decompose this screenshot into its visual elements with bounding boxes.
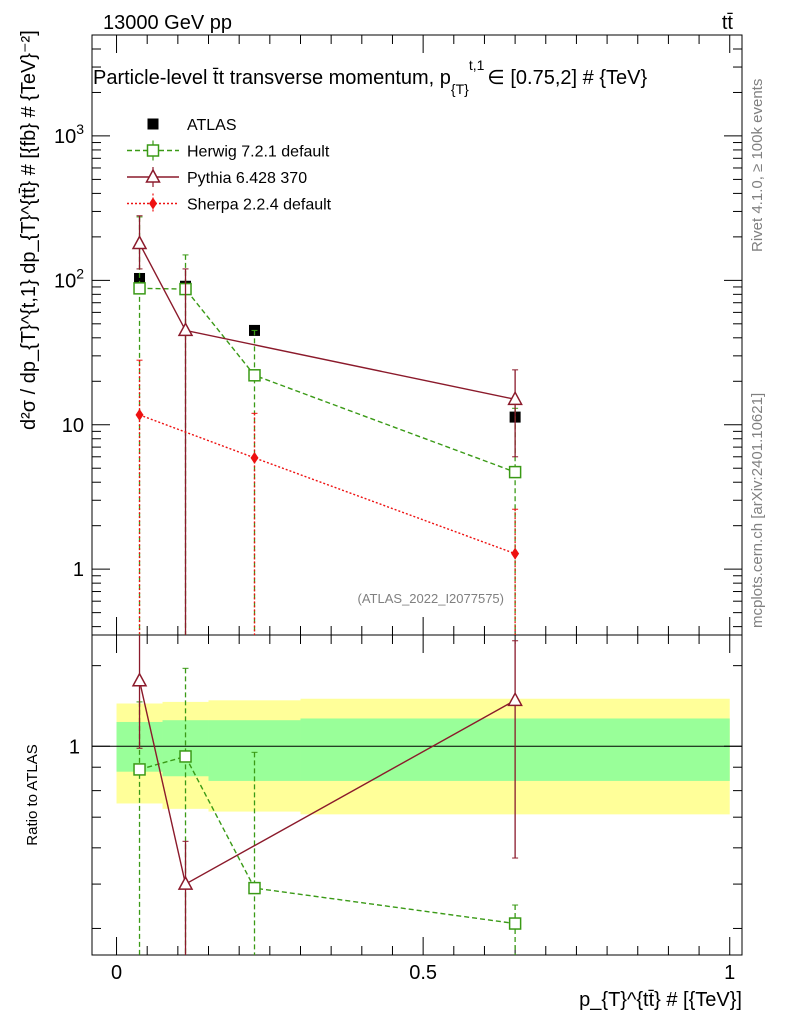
main-pythia-point [177,321,194,337]
ratio-ylabel: Ratio to ATLAS [24,744,41,845]
legend: ATLAS Herwig 7.2.1 default Pythia 6.428 37… [127,117,332,214]
ratio-pythia-point [131,672,148,687]
ratio-herwig-point [508,917,522,930]
main-sherpa-point [135,408,144,421]
ratio-herwig-line [139,755,516,925]
main-atlas-point [134,272,146,284]
ratio-xtick-label: 0 [111,962,122,984]
chart-title-sup: t,1 [469,57,485,73]
chart-title-main: Particle-level t̄t transverse momentum, … [93,67,451,89]
legend-sherpa-marker [149,197,157,210]
ratio-frame [91,634,743,956]
mcplots-label: mcplots.cern.ch [arXiv:2401.10621] [749,393,766,628]
ratio-ytick-label: 1 [69,736,80,758]
legend-herwig-marker [146,144,160,157]
main-ytick-label: 10 [62,415,84,437]
ratio-pythia-point [177,875,194,890]
legend-atlas-marker [147,118,159,130]
main-pythia-point [131,234,148,250]
main-ylabel: d²σ / dp_{T}^{t,1} dp_{T}^{tt̄} # [{fb} … [18,30,40,430]
chart-title: Particle-level t̄t transverse momentum, … [93,57,647,97]
main-sherpa-point [250,451,259,464]
ratio-herwig-point [248,881,261,895]
main-sherpa-line [139,414,516,555]
ratio-xtick-label: 0.5 [409,962,437,984]
main-pythia-point [507,390,523,406]
legend-sherpa-label: Sherpa 2.2.4 default [187,197,332,214]
main-series [131,215,523,635]
rivet-label: Rivet 4.1.0, ≥ 100k events [749,79,766,252]
header-left: 13000 GeV pp [103,12,232,34]
main-herwig-point [508,465,522,479]
header-right: tt̄ [722,12,734,34]
ratio-herwig-point [133,763,146,776]
ratio-xtick-label: 1 [724,962,735,984]
chart-title-tail: ∈ [0.75,2] # {TeV} [487,67,647,89]
main-herwig-point [248,369,261,382]
main-sherpa-point [511,547,520,560]
legend-pythia-marker [145,168,161,183]
main-herwig-point [133,282,146,295]
legend-pythia-label: Pythia 6.428 370 [187,170,307,187]
main-pythia-line [138,243,516,401]
main-ytick-label: 103 [54,121,84,148]
main-ytick-label: 102 [54,265,84,292]
chart-title-sub: {T} [451,81,469,97]
ratio-herwig-point [179,750,192,763]
ratio-xlabel: p_{T}^{tt̄} # [{TeV}] [579,989,742,1011]
legend-herwig-label: Herwig 7.2.1 default [187,144,330,161]
main-axes: 1 10 102 103 [54,34,742,635]
analysis-watermark: (ATLAS_2022_I2077575) [358,591,504,606]
main-herwig-line [139,287,516,473]
legend-atlas-label: ATLAS [187,117,237,134]
ratio-series [131,635,523,955]
ratio-pythia-point [507,691,523,707]
main-ytick-label: 1 [73,559,84,581]
